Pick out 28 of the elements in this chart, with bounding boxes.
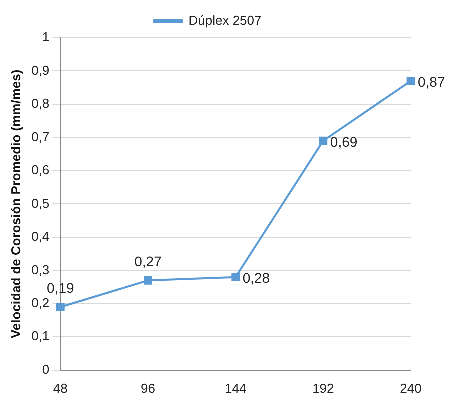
point: [56, 303, 65, 312]
data-label: 0,87: [418, 74, 446, 90]
x-tick-label: 48: [53, 380, 68, 396]
x-tick-label: 144: [224, 380, 247, 396]
y-tick-label: 1: [42, 30, 50, 45]
point: [319, 136, 328, 146]
x-tick-label: 192: [312, 380, 334, 396]
y-tick-label: 0,2: [32, 296, 50, 310]
point: [144, 276, 152, 285]
point: [406, 77, 416, 86]
y-tick-label: 0: [42, 362, 50, 377]
y-tick-label: 0,6: [32, 162, 50, 178]
y-tick-label: 0,4: [32, 229, 50, 244]
y-tick-label: 0,3: [32, 262, 50, 278]
y-tick-label: 0,5: [32, 196, 50, 211]
data-label: 0,19: [47, 280, 75, 296]
y-tick-label: 0,8: [32, 96, 50, 112]
point: [232, 273, 240, 282]
x-tick-label: 96: [141, 380, 156, 396]
data-label: 0,28: [242, 270, 270, 286]
y-tick-label: 0,1: [32, 328, 50, 344]
y-axis-title: Velocidad de Corosión Promedio (mm/mes): [8, 70, 24, 339]
x-tick-label: 240: [400, 380, 422, 396]
y-tick-label: 0,7: [32, 129, 50, 144]
y-tick-label: 0,9: [32, 62, 50, 78]
data-label: 0,27: [134, 254, 162, 270]
legend-label: Dúplex 2507: [188, 13, 262, 28]
data-label: 0,69: [330, 134, 358, 150]
